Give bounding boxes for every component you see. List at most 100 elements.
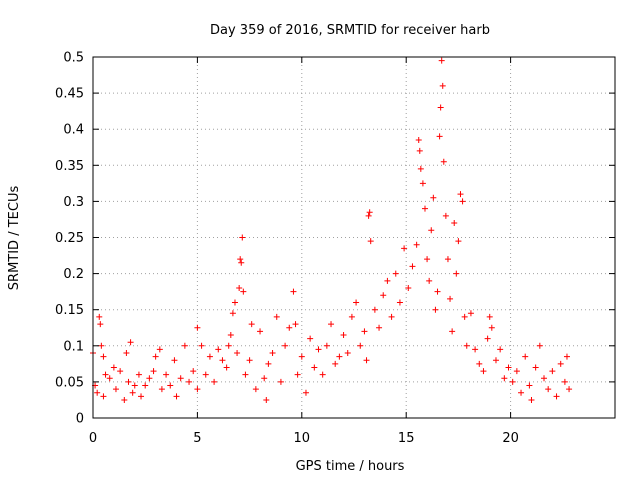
data-point bbox=[167, 382, 174, 389]
data-point bbox=[563, 353, 570, 360]
data-point bbox=[455, 238, 462, 245]
data-point bbox=[246, 357, 253, 364]
data-point bbox=[505, 364, 512, 371]
data-point bbox=[177, 375, 184, 382]
data-point bbox=[344, 350, 351, 357]
data-point bbox=[536, 342, 543, 349]
data-point bbox=[146, 375, 153, 382]
data-point bbox=[413, 241, 420, 248]
data-point bbox=[526, 382, 533, 389]
data-point bbox=[509, 378, 516, 385]
data-point bbox=[488, 324, 495, 331]
data-point bbox=[438, 57, 445, 64]
data-point bbox=[384, 277, 391, 284]
data-point bbox=[439, 82, 446, 89]
data-point bbox=[353, 299, 360, 306]
data-point bbox=[263, 396, 270, 403]
data-point bbox=[518, 389, 525, 396]
data-point bbox=[219, 357, 226, 364]
data-point bbox=[131, 382, 138, 389]
chart-title: Day 359 of 2016, SRMTID for receiver har… bbox=[210, 23, 490, 38]
data-point bbox=[319, 371, 326, 378]
data-point bbox=[173, 393, 180, 400]
x-axis-label: GPS time / hours bbox=[296, 459, 405, 474]
data-point bbox=[447, 295, 454, 302]
data-point bbox=[135, 371, 142, 378]
data-point bbox=[252, 386, 259, 393]
data-point bbox=[236, 285, 243, 292]
x-tick-label: 20 bbox=[502, 431, 519, 446]
data-point bbox=[152, 353, 159, 360]
x-tick-label: 10 bbox=[294, 431, 311, 446]
data-point bbox=[302, 389, 309, 396]
y-tick-label: 0.35 bbox=[55, 159, 84, 174]
data-point bbox=[553, 393, 560, 400]
data-point bbox=[501, 375, 508, 382]
data-point bbox=[437, 104, 444, 111]
y-tick-label: 0.1 bbox=[63, 339, 84, 354]
data-point bbox=[265, 360, 272, 367]
y-tick-label: 0 bbox=[76, 412, 84, 427]
y-tick-label: 0.2 bbox=[63, 267, 84, 282]
data-point bbox=[163, 371, 170, 378]
y-tick-label: 0.45 bbox=[55, 87, 84, 102]
data-point bbox=[202, 371, 209, 378]
x-tick-label: 5 bbox=[193, 431, 201, 446]
data-point bbox=[97, 321, 104, 328]
y-tick-label: 0.25 bbox=[55, 231, 84, 246]
data-point bbox=[315, 346, 322, 353]
data-point bbox=[96, 313, 103, 320]
data-point bbox=[150, 368, 157, 375]
data-point bbox=[227, 331, 234, 338]
data-point bbox=[434, 288, 441, 295]
x-tick-label: 0 bbox=[89, 431, 97, 446]
data-point bbox=[323, 342, 330, 349]
data-point bbox=[396, 299, 403, 306]
y-tick-label: 0.4 bbox=[63, 123, 84, 138]
data-point bbox=[566, 386, 573, 393]
data-point bbox=[467, 310, 474, 317]
data-point bbox=[171, 357, 178, 364]
data-point bbox=[198, 342, 205, 349]
data-point bbox=[237, 256, 244, 263]
data-point bbox=[328, 321, 335, 328]
x-tick-label: 15 bbox=[398, 431, 415, 446]
data-point bbox=[100, 353, 107, 360]
data-point bbox=[229, 310, 236, 317]
data-point bbox=[401, 245, 408, 252]
data-point bbox=[94, 389, 101, 396]
data-point bbox=[432, 306, 439, 313]
data-point bbox=[238, 259, 245, 266]
data-point bbox=[225, 342, 232, 349]
data-point bbox=[449, 328, 456, 335]
data-point bbox=[459, 198, 466, 205]
data-point bbox=[486, 313, 493, 320]
data-point bbox=[186, 378, 193, 385]
grid-lines bbox=[93, 57, 615, 418]
data-point bbox=[484, 335, 491, 342]
data-point bbox=[138, 393, 145, 400]
data-point bbox=[117, 368, 124, 375]
data-point bbox=[156, 346, 163, 353]
data-point bbox=[497, 346, 504, 353]
data-point bbox=[528, 396, 535, 403]
data-point bbox=[366, 209, 373, 216]
data-point bbox=[557, 360, 564, 367]
data-point bbox=[409, 263, 416, 270]
data-point bbox=[415, 137, 422, 144]
data-point bbox=[181, 342, 188, 349]
data-point bbox=[273, 313, 280, 320]
data-point bbox=[513, 368, 520, 375]
data-point bbox=[286, 324, 293, 331]
data-point bbox=[367, 238, 374, 245]
data-point bbox=[239, 234, 246, 241]
axis-ticks: 0 0.05 0.1 0.15 0.2 0.25 0.3 0.35 0.4 0.45 0.5 0 5 10… bbox=[55, 51, 615, 446]
data-point bbox=[561, 378, 568, 385]
data-point bbox=[545, 386, 552, 393]
data-point bbox=[436, 133, 443, 140]
data-point bbox=[492, 357, 499, 364]
data-point bbox=[215, 346, 222, 353]
data-point bbox=[388, 313, 395, 320]
data-point bbox=[380, 292, 387, 299]
